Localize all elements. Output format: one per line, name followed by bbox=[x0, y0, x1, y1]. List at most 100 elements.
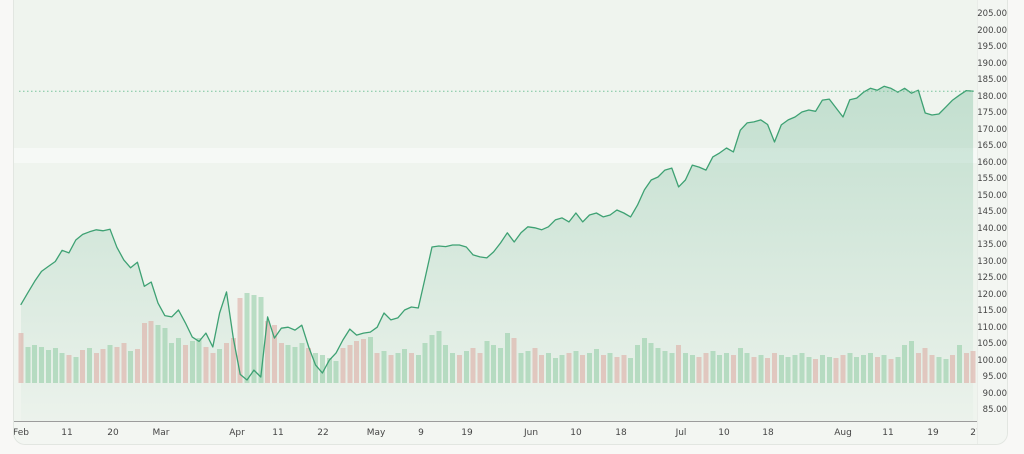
volume-bar bbox=[203, 347, 209, 383]
volume-bar bbox=[306, 348, 312, 383]
volume-bar bbox=[52, 348, 58, 383]
time-axis-label: 11 bbox=[882, 428, 894, 438]
volume-bar bbox=[176, 338, 181, 383]
volume-bar bbox=[224, 343, 229, 383]
volume-bar bbox=[402, 349, 408, 383]
price-axis-label: 155.00 bbox=[977, 174, 1007, 184]
price-axis-label: 115.00 bbox=[977, 306, 1007, 316]
volume-bar bbox=[408, 353, 414, 383]
volume-bar bbox=[169, 343, 175, 383]
volume-bar bbox=[333, 361, 339, 383]
volume-bar bbox=[504, 333, 510, 383]
volume-bar bbox=[744, 353, 750, 383]
volume-bar bbox=[18, 333, 24, 383]
volume-bar bbox=[710, 351, 716, 383]
volume-bar bbox=[299, 343, 305, 383]
price-axis[interactable]: 205.00 200.00 195.00 190.00 185.00 180.00 175.… bbox=[977, 0, 1007, 444]
volume-bar bbox=[87, 348, 92, 383]
volume-bar bbox=[381, 351, 387, 383]
time-axis-label: Jul bbox=[675, 428, 687, 438]
price-axis-label: 130.00 bbox=[977, 256, 1007, 267]
volume-bar bbox=[682, 353, 688, 383]
volume-bar bbox=[929, 355, 935, 383]
price-axis-label: 190.00 bbox=[977, 58, 1007, 69]
price-axis-label: 125.00 bbox=[977, 273, 1007, 283]
volume-bar bbox=[772, 353, 777, 383]
volume-bar bbox=[456, 355, 462, 383]
volume-bar bbox=[854, 357, 860, 383]
volume-bar bbox=[25, 347, 31, 383]
volume-bar bbox=[826, 357, 832, 383]
time-axis-label: 22 bbox=[317, 428, 329, 438]
volume-bar bbox=[525, 351, 531, 383]
time-axis-label: Jun bbox=[523, 428, 539, 438]
volume-bar bbox=[799, 353, 805, 383]
volume-bar bbox=[874, 357, 880, 383]
volume-bar bbox=[600, 355, 606, 383]
volume-bar bbox=[429, 335, 435, 383]
area-fill bbox=[21, 86, 974, 421]
volume-bar bbox=[847, 353, 853, 383]
volume-bar bbox=[785, 357, 791, 383]
volume-bar bbox=[614, 357, 620, 383]
volume-bar bbox=[340, 348, 346, 383]
volume-bar bbox=[724, 353, 729, 383]
volume-bar bbox=[148, 321, 154, 383]
volume-bar bbox=[867, 353, 873, 383]
volume-bar bbox=[395, 353, 401, 383]
volume-bar bbox=[155, 325, 161, 383]
price-axis-label: 95.00 bbox=[982, 372, 1007, 382]
time-axis-label: 9 bbox=[418, 428, 424, 438]
volume-bar bbox=[258, 297, 264, 383]
volume-bar bbox=[580, 355, 586, 383]
time-axis-label: Aug bbox=[834, 428, 852, 438]
price-axis-label: 100.00 bbox=[977, 355, 1007, 366]
volume-bar bbox=[730, 355, 736, 383]
price-axis-label: 150.00 bbox=[977, 190, 1007, 201]
volume-bar bbox=[189, 341, 195, 383]
volume-bar bbox=[374, 353, 380, 383]
volume-bar bbox=[518, 353, 524, 383]
volume-bar bbox=[963, 353, 969, 383]
volume-bar bbox=[552, 358, 558, 383]
price-axis-label: 135.00 bbox=[977, 240, 1007, 250]
price-axis-label: 160.00 bbox=[977, 157, 1007, 168]
volume-bar bbox=[477, 353, 483, 383]
time-axis-label: 27 bbox=[970, 428, 982, 438]
volume-bar bbox=[696, 357, 702, 383]
time-axis-label: Mar bbox=[152, 428, 170, 438]
time-axis-label: 18 bbox=[762, 428, 774, 438]
volume-bar bbox=[367, 337, 373, 383]
volume-bar bbox=[80, 350, 86, 383]
volume-bar bbox=[93, 353, 99, 383]
volume-bar bbox=[813, 359, 819, 383]
volume-bar bbox=[593, 349, 599, 383]
volume-bar bbox=[765, 358, 771, 383]
volume-bar bbox=[278, 343, 284, 383]
volume-bar bbox=[45, 350, 51, 383]
volume-bar bbox=[217, 349, 223, 383]
price-axis-label: 175.00 bbox=[977, 108, 1007, 118]
volume-bar bbox=[573, 351, 579, 383]
volume-bar bbox=[778, 355, 784, 383]
time-axis[interactable]: Feb 11 20 Mar Apr 11 22 May 9 19 Jun 10 18 Jul 10 18 Aug… bbox=[13, 421, 982, 444]
volume-bar bbox=[545, 353, 551, 383]
volume-bar bbox=[737, 348, 743, 383]
price-axis-label: 145.00 bbox=[977, 207, 1007, 217]
volume-bar bbox=[950, 355, 956, 383]
time-axis-label: 11 bbox=[272, 428, 284, 438]
volume-bar bbox=[237, 298, 243, 383]
volume-bar bbox=[607, 353, 613, 383]
chart-pane[interactable] bbox=[14, 0, 977, 421]
time-axis-label: 20 bbox=[107, 428, 119, 438]
time-axis-label: Feb bbox=[13, 428, 29, 438]
volume-bar bbox=[840, 355, 846, 383]
volume-bar bbox=[970, 351, 976, 383]
volume-bar bbox=[121, 343, 127, 383]
price-axis-label: 140.00 bbox=[977, 223, 1007, 234]
volume-bar bbox=[230, 338, 236, 383]
volume-bar bbox=[943, 359, 949, 383]
volume-bar bbox=[676, 345, 682, 383]
volume-bar bbox=[443, 345, 449, 383]
volume-bar bbox=[347, 345, 353, 383]
